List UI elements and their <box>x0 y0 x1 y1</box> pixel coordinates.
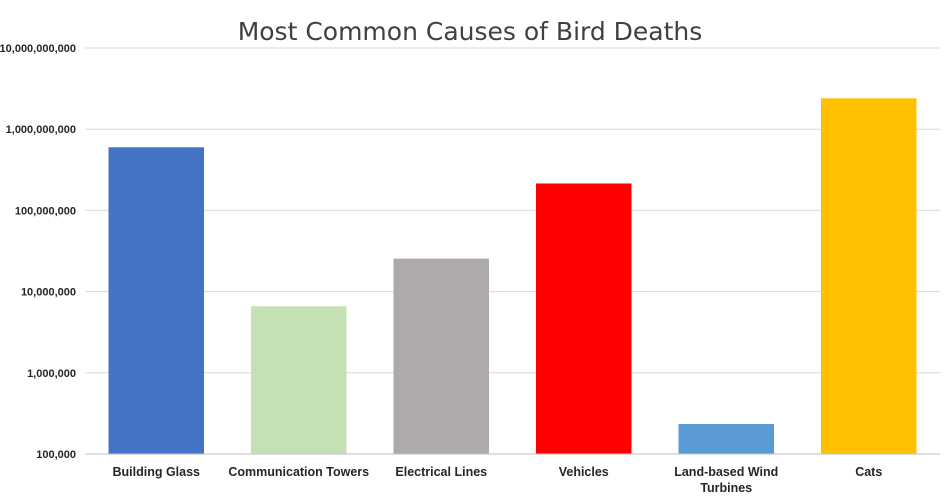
y-tick-label: 1,000,000 <box>27 368 76 380</box>
bar <box>108 147 204 454</box>
y-tick-label: 10,000,000 <box>21 287 76 299</box>
x-category-label: Cats <box>855 465 882 479</box>
y-tick-label: 100,000 <box>36 449 76 461</box>
bar <box>393 258 489 454</box>
chart-title: Most Common Causes of Bird Deaths <box>238 17 703 46</box>
gridlines <box>85 47 940 374</box>
y-tick-label: 100,000,000 <box>15 205 76 217</box>
bar <box>678 424 774 454</box>
x-category-label: Electrical Lines <box>395 465 487 479</box>
x-category-label: Communication Towers <box>228 465 369 479</box>
x-category-label: Land-based Wind Turbines <box>674 465 778 495</box>
y-tick-label: 10,000,000,000 <box>0 43 76 55</box>
bars <box>108 98 917 455</box>
bar <box>536 183 632 454</box>
x-category-label: Building Glass <box>112 465 200 479</box>
y-axis-tick-labels: 100,000 1,000,000 10,000,000 100,000,000 1,0… <box>0 43 76 461</box>
bar <box>821 98 917 455</box>
x-axis-category-labels: Building Glass Communication Towers Electr… <box>112 465 882 495</box>
y-tick-label: 1,000,000,000 <box>6 124 76 136</box>
x-category-label: Vehicles <box>559 465 609 479</box>
bar <box>251 306 347 454</box>
